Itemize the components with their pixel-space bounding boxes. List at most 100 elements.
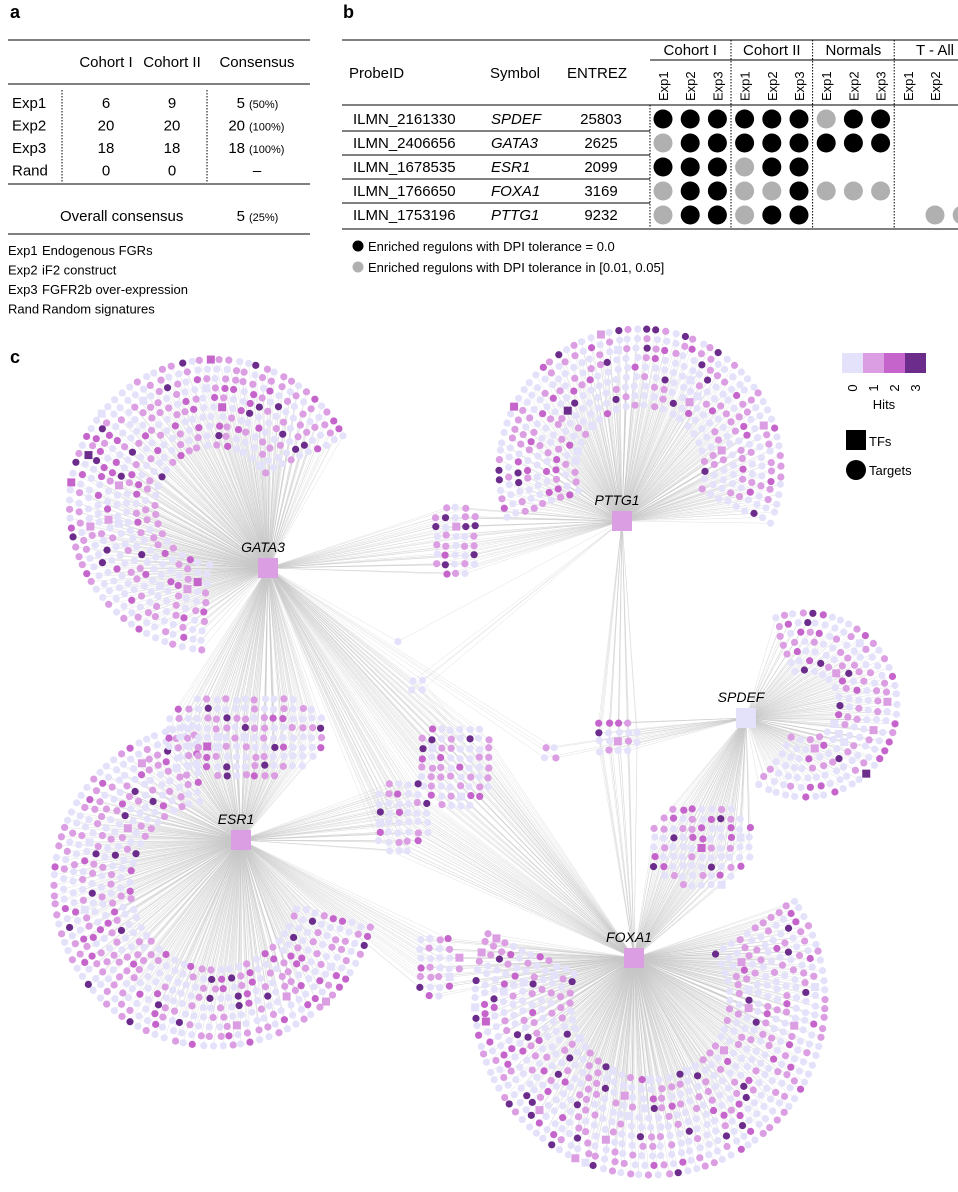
- target-node: [555, 362, 563, 370]
- target-node: [219, 985, 227, 993]
- target-node: [850, 661, 859, 669]
- target-node: [893, 700, 901, 709]
- target-node: [549, 431, 557, 439]
- edge: [240, 839, 327, 1002]
- target-node: [269, 463, 278, 472]
- target-node: [624, 364, 632, 372]
- target-node: [650, 1104, 658, 1113]
- target-node: [548, 1043, 556, 1051]
- edge: [527, 470, 623, 522]
- target-node: [505, 1036, 513, 1045]
- edge: [745, 701, 888, 719]
- target-node: [495, 466, 503, 474]
- target-node: [704, 1087, 712, 1096]
- target-node: [515, 479, 523, 487]
- target-node: [87, 474, 95, 482]
- target-node: [855, 696, 863, 704]
- edge: [745, 711, 888, 719]
- target-node: [99, 779, 107, 787]
- target-node: [85, 922, 93, 930]
- target-node: [163, 537, 171, 546]
- target-node: [246, 1038, 254, 1046]
- target-node: [124, 994, 133, 1002]
- target-node: [551, 1120, 559, 1128]
- target-node: [519, 406, 527, 415]
- target-node: [169, 620, 177, 629]
- edge: [621, 380, 691, 522]
- target-node: [80, 935, 88, 943]
- target-node: [587, 410, 595, 418]
- target-node: [294, 433, 302, 441]
- target-node: [97, 949, 105, 957]
- target-node: [556, 493, 565, 501]
- edge: [633, 957, 803, 966]
- target-node: [491, 1012, 499, 1020]
- edge: [745, 667, 890, 719]
- edge: [621, 339, 658, 522]
- edge: [515, 957, 635, 1113]
- target-node: [543, 403, 551, 411]
- target-node: [154, 399, 162, 407]
- edge: [267, 567, 379, 841]
- target-node: [552, 1096, 560, 1104]
- target-node: [96, 798, 104, 806]
- target-node: [765, 1041, 773, 1050]
- target-node: [112, 766, 121, 774]
- target-node: [500, 428, 508, 437]
- target-node: [596, 361, 605, 369]
- target-node: [257, 1005, 265, 1013]
- target-node: [92, 787, 101, 795]
- target-node: [304, 447, 312, 456]
- edge: [633, 957, 744, 1087]
- target-node: [538, 985, 546, 994]
- target-node: [699, 411, 708, 419]
- target-node: [876, 755, 884, 763]
- target-node: [337, 945, 346, 954]
- target-node: [619, 1149, 627, 1158]
- target-node: [135, 625, 143, 633]
- edge: [114, 839, 242, 1011]
- target-node: [206, 994, 214, 1002]
- target-node: [635, 1113, 643, 1122]
- target-node: [568, 1016, 577, 1024]
- target-node: [710, 395, 719, 403]
- target-node: [209, 1042, 218, 1050]
- target-node: [115, 958, 123, 966]
- target-node: [193, 588, 202, 596]
- edge: [399, 850, 635, 959]
- target-node: [685, 1087, 693, 1095]
- target-node: [785, 1041, 794, 1049]
- target-node: [328, 943, 336, 951]
- target-node: [494, 1032, 502, 1041]
- target-node: [109, 534, 117, 542]
- edge: [621, 457, 762, 522]
- target-node: [129, 929, 138, 937]
- target-node: [255, 403, 263, 411]
- target-node: [184, 780, 192, 789]
- target-node: [93, 416, 101, 424]
- target-node: [173, 411, 181, 419]
- target-node: [555, 1036, 564, 1044]
- edge: [74, 839, 242, 903]
- target-node: [743, 1045, 751, 1053]
- target-node: [128, 596, 136, 604]
- target-node: [760, 1102, 768, 1111]
- edge: [240, 839, 347, 961]
- target-node: [104, 919, 112, 927]
- target-node: [786, 782, 795, 790]
- target-node: [98, 559, 107, 567]
- target-node: [878, 671, 886, 680]
- target-node: [490, 995, 498, 1003]
- target-node: [495, 476, 503, 484]
- target-node: [573, 1134, 582, 1142]
- target-node: [530, 1018, 538, 1027]
- target-node: [191, 983, 200, 991]
- target-node: [772, 921, 780, 930]
- target-node: [121, 540, 129, 548]
- target-node: [756, 443, 764, 451]
- target-node: [250, 444, 259, 452]
- target-node: [161, 549, 169, 558]
- target-node: [122, 499, 131, 507]
- target-node: [638, 1152, 646, 1160]
- target-node: [576, 1091, 584, 1099]
